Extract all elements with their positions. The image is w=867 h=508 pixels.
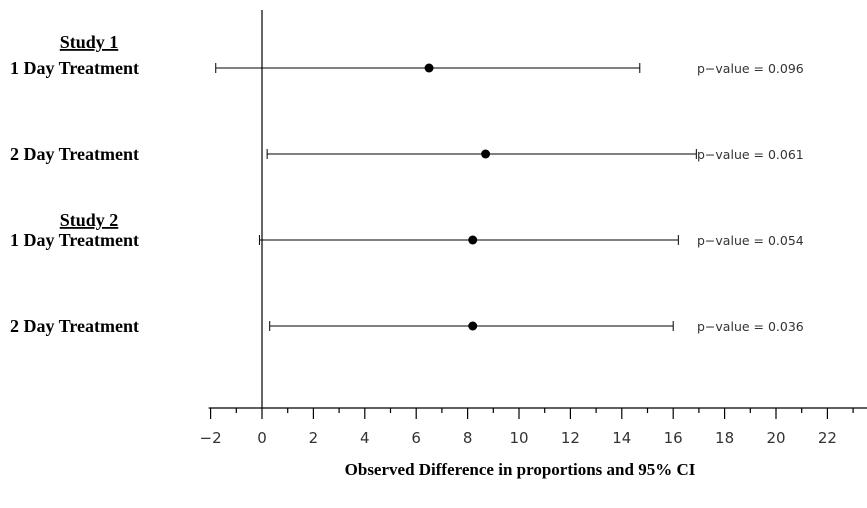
point-estimate — [468, 235, 478, 245]
p-value-label: p−value = 0.096 — [697, 61, 804, 76]
x-tick-label: 4 — [360, 429, 370, 447]
study-title: Study 1 — [60, 32, 119, 52]
row-label: 1 Day Treatment — [10, 58, 139, 78]
p-value-label: p−value = 0.054 — [697, 233, 804, 248]
p-value-label: p−value = 0.036 — [697, 319, 804, 334]
x-tick-label: 16 — [664, 429, 683, 447]
row-label: 1 Day Treatment — [10, 230, 139, 250]
axes: −2024681012141618202224 — [200, 10, 867, 447]
x-axis-label: Observed Difference in proportions and 9… — [345, 460, 696, 479]
p-value-label: p−value = 0.061 — [697, 147, 804, 162]
x-tick-label: 18 — [715, 429, 734, 447]
forest-rows: Study 1 1 Day Treatment p−value = 0.096 2 D… — [10, 32, 804, 336]
row-label: 2 Day Treatment — [10, 144, 139, 164]
x-tick-label: 12 — [561, 429, 580, 447]
point-estimate — [424, 63, 434, 73]
x-tick-label: 22 — [818, 429, 837, 447]
x-tick-label: 20 — [766, 429, 785, 447]
x-tick-label: 6 — [411, 429, 421, 447]
study-title: Study 2 — [60, 210, 119, 230]
x-tick-label: 2 — [309, 429, 319, 447]
x-tick-label: 8 — [463, 429, 473, 447]
x-tick-label: −2 — [200, 429, 222, 447]
x-tick-label: 10 — [509, 429, 528, 447]
x-tick-label: 0 — [257, 429, 267, 447]
point-estimate — [481, 149, 491, 159]
x-tick-label: 14 — [612, 429, 631, 447]
row-label: 2 Day Treatment — [10, 316, 139, 336]
point-estimate — [468, 321, 478, 331]
